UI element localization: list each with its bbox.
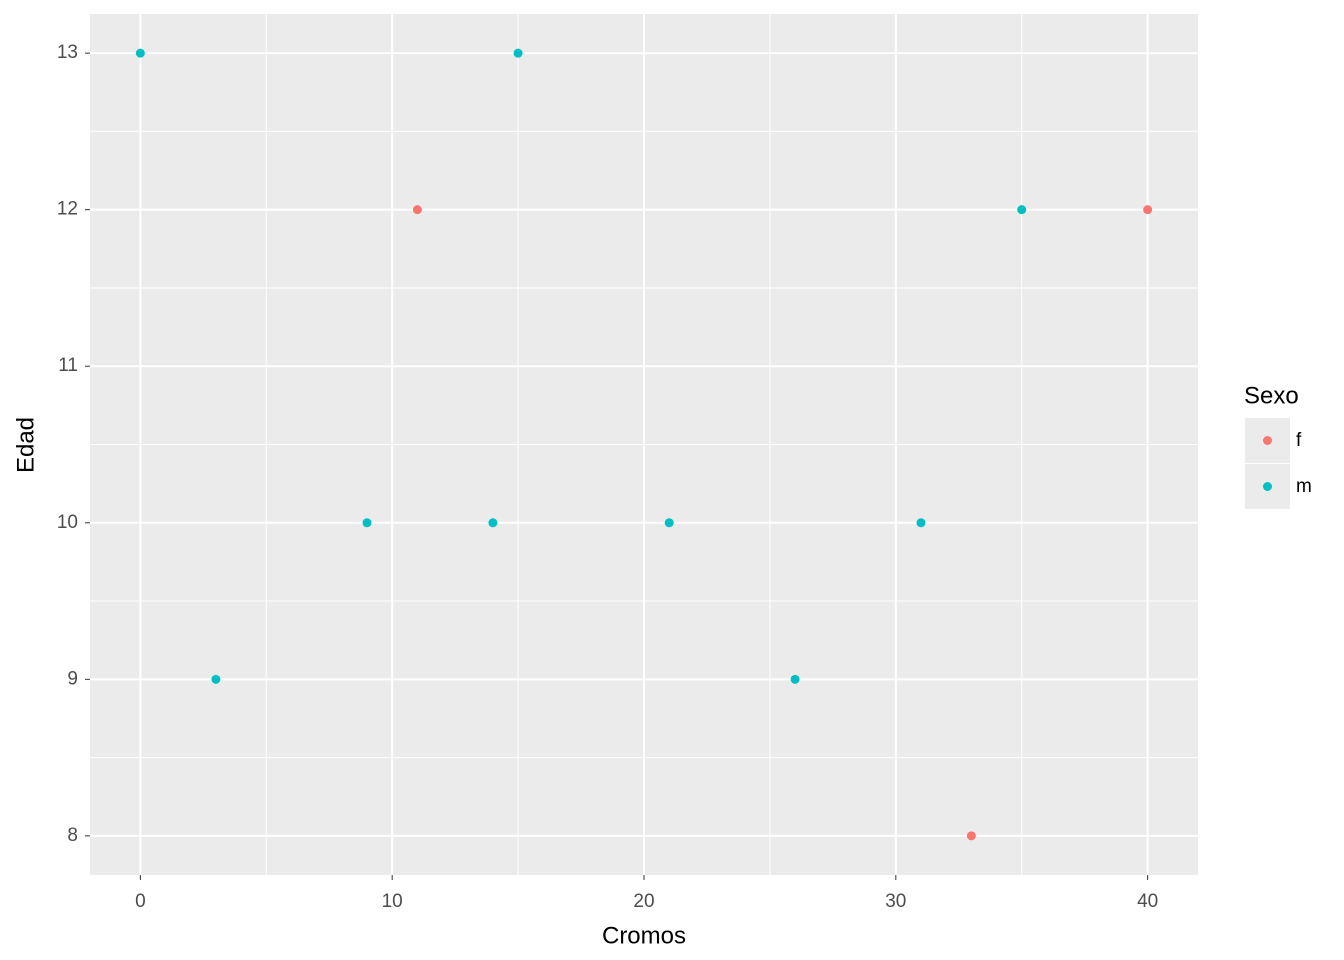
- point: [916, 518, 926, 528]
- point: [362, 518, 372, 528]
- x-tick-label: 10: [382, 891, 403, 912]
- x-axis-title: Cromos: [602, 922, 686, 949]
- y-tick-label: 11: [58, 355, 78, 376]
- y-tick-label: 13: [57, 42, 78, 63]
- legend-symbol: [1263, 482, 1272, 491]
- point: [513, 48, 523, 58]
- legend-title: Sexo: [1244, 382, 1299, 409]
- y-tick-label: 8: [67, 825, 78, 846]
- legend-label: m: [1296, 476, 1312, 497]
- x-tick-label: 20: [633, 891, 654, 912]
- y-tick-label: 10: [57, 512, 78, 533]
- point: [966, 831, 976, 841]
- point: [488, 518, 498, 528]
- x-tick-label: 40: [1137, 891, 1158, 912]
- point: [1017, 205, 1027, 215]
- y-tick-label: 12: [57, 199, 78, 220]
- point: [664, 518, 674, 528]
- legend-label: f: [1296, 430, 1302, 451]
- point: [135, 48, 145, 58]
- legend-symbol: [1263, 436, 1272, 445]
- x-tick-label: 0: [135, 891, 146, 912]
- point: [1143, 205, 1153, 215]
- y-axis-title: Edad: [12, 417, 39, 473]
- y-tick-label: 9: [67, 668, 78, 689]
- point: [211, 674, 221, 684]
- point: [412, 205, 422, 215]
- x-tick-label: 30: [885, 891, 906, 912]
- point: [790, 674, 800, 684]
